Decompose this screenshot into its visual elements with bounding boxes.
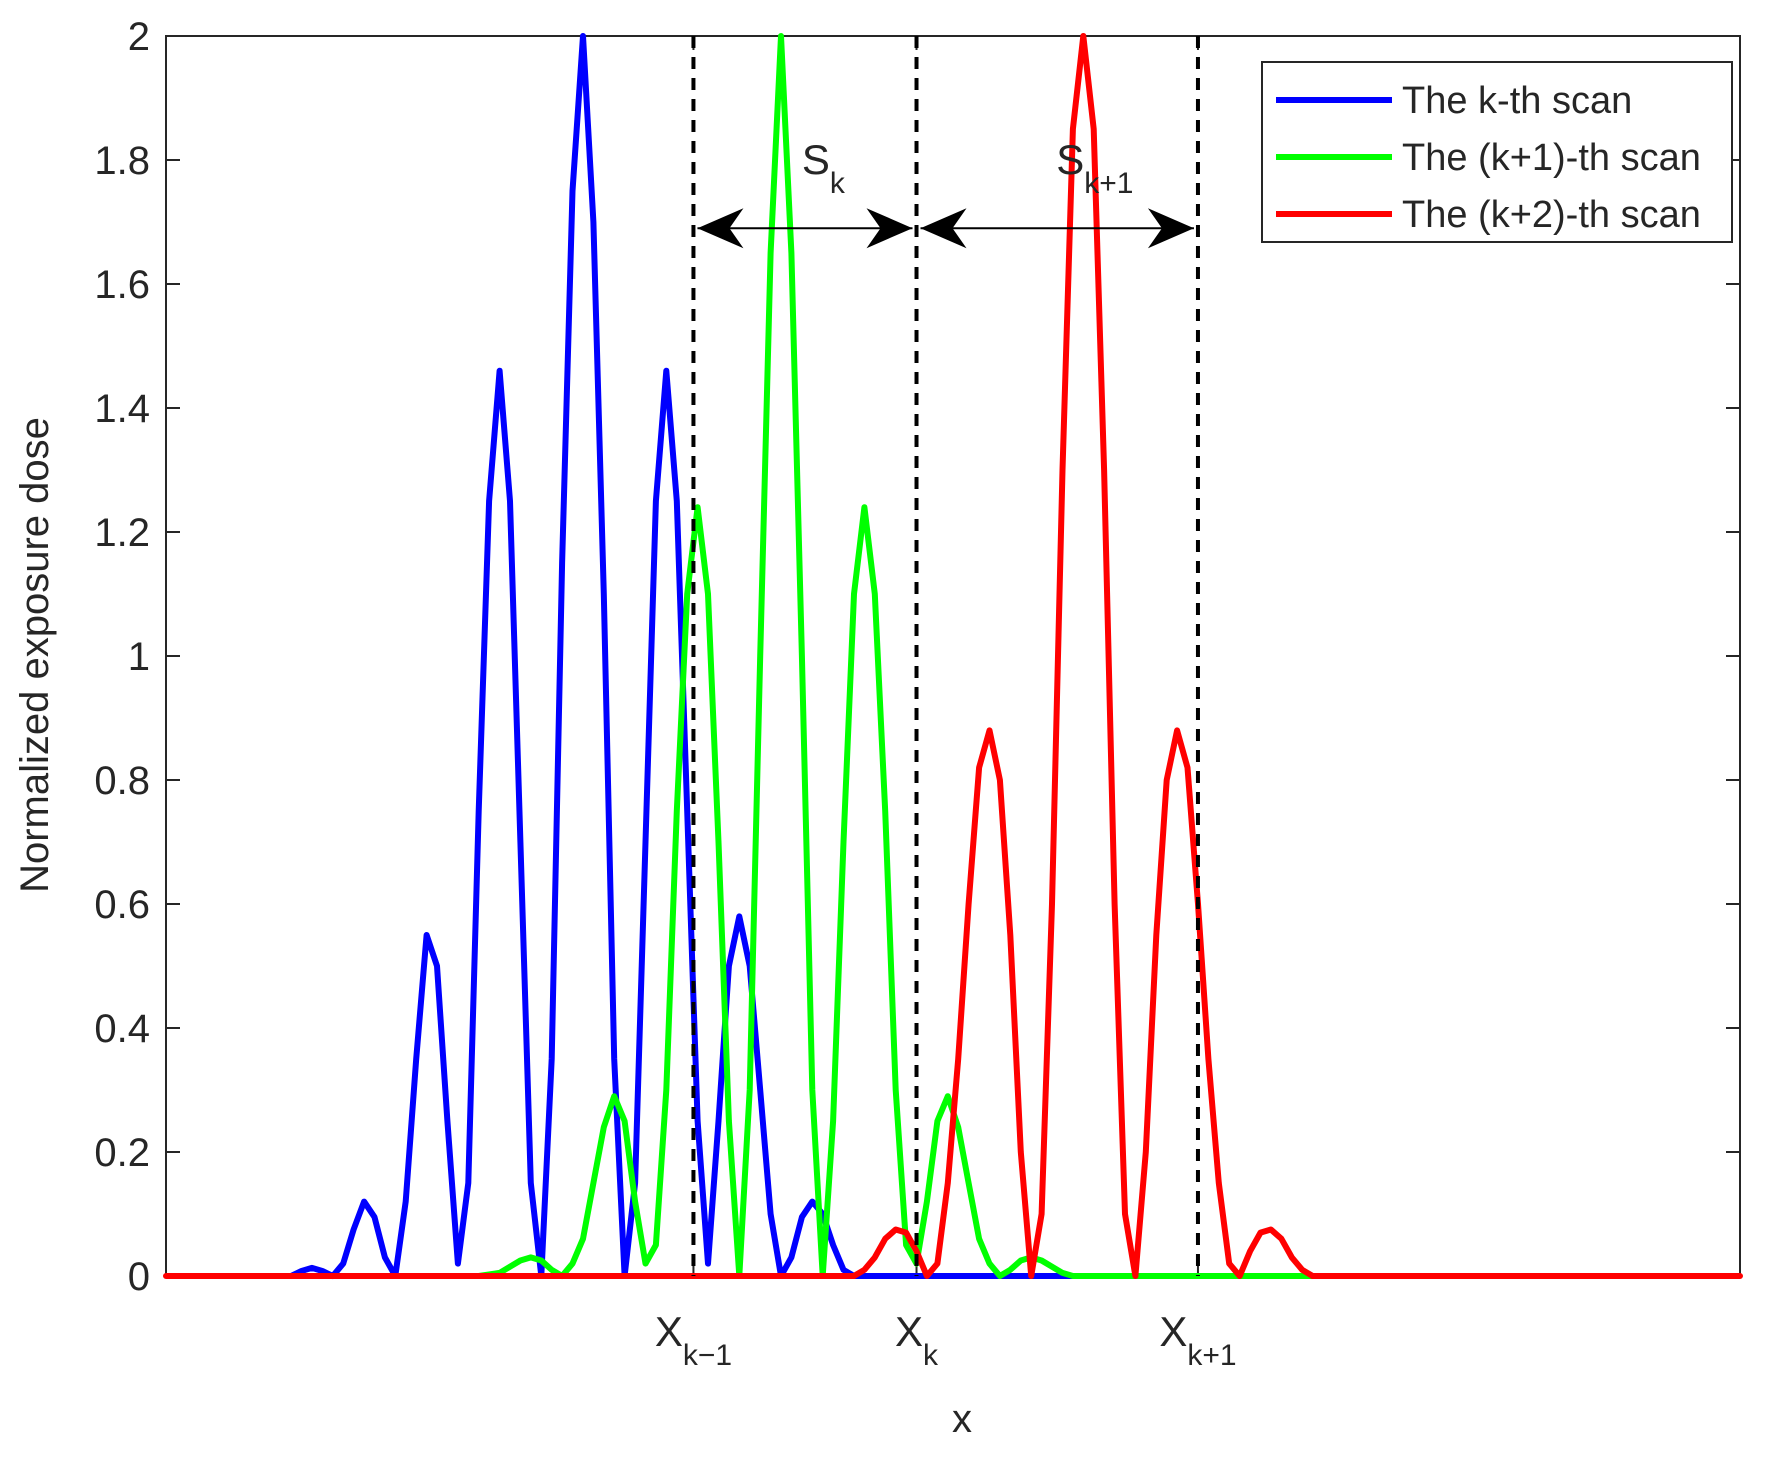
- spacing-arrows: [697, 208, 1194, 249]
- legend[interactable]: The k-th scan The (k+1)-th scan The (k+2)-…: [1261, 61, 1733, 243]
- series-line-1: [288, 33, 1212, 1279]
- y-tick-label: 0.8: [94, 759, 150, 803]
- legend-entry-label: The k-th scan: [1402, 80, 1632, 122]
- legend-entry-label: The (k+2)-th scan: [1402, 194, 1701, 236]
- legend-entry-label: The (k+1)-th scan: [1402, 137, 1701, 179]
- y-tick-label: 1.2: [94, 511, 150, 555]
- y-tick-label: 1.4: [94, 387, 150, 431]
- y-tick-label: 1.8: [94, 139, 150, 183]
- arrow-head: [697, 208, 744, 249]
- y-tick-label: 0.4: [94, 1007, 150, 1051]
- annotations: Sk Sk+1: [802, 136, 1134, 200]
- y-tick-label: 0.2: [94, 1131, 150, 1175]
- marker-lines: [691, 36, 1200, 1276]
- arrow-head: [866, 208, 913, 249]
- y-tick-label: 0: [128, 1255, 150, 1299]
- x-tick-label: Xk−1: [655, 1308, 732, 1372]
- y-tick-label: 2: [128, 15, 150, 59]
- y-tick-label: 1: [128, 635, 150, 679]
- x-axis-label: x: [952, 1397, 972, 1441]
- y-tick-label: 1.6: [94, 263, 150, 307]
- x-tick-label: Xk+1: [1159, 1308, 1236, 1372]
- arrow-head: [1147, 208, 1194, 249]
- series-line-3: [163, 33, 1743, 1279]
- x-tick-label: Xk: [895, 1308, 939, 1372]
- y-tick-label: 0.6: [94, 883, 150, 927]
- axes: 0 0.2 0.4 0.6 0.8 1 1.2 1.4 1.6 1.8 2 Xk−1 Xk Xk+1: [94, 15, 1741, 1372]
- spacing-label-1: Sk: [802, 136, 846, 200]
- spacing-label-2: Sk+1: [1056, 136, 1133, 200]
- arrow-head: [920, 208, 967, 249]
- y-axis-label: Normalized exposure dose: [13, 417, 57, 893]
